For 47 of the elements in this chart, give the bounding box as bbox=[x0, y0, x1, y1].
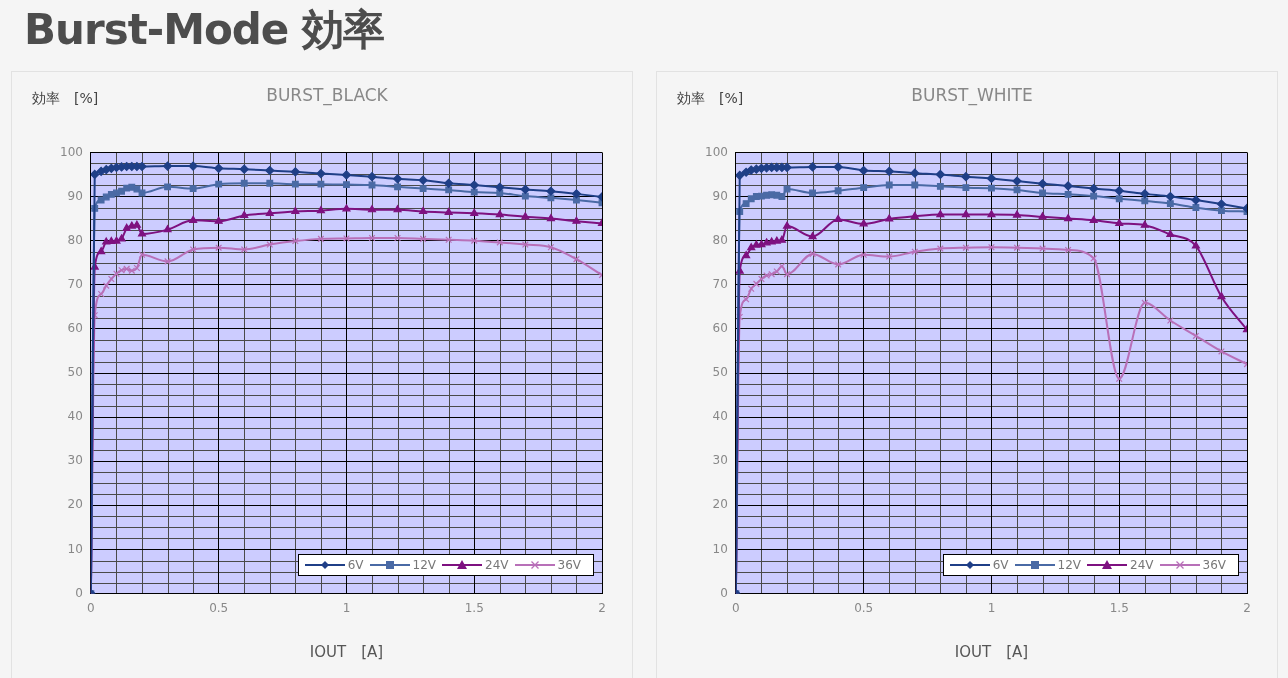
x-axis-title: IOUT [A] bbox=[954, 642, 1029, 661]
y-tick-label: 60 bbox=[712, 321, 728, 336]
legend-label: 24V bbox=[485, 557, 509, 572]
legend-label: 6V bbox=[347, 557, 364, 572]
legend-label: 36V bbox=[557, 557, 581, 572]
x-tick-label: 2 bbox=[1243, 600, 1251, 615]
y-tick-label: 50 bbox=[712, 365, 728, 380]
y-tick-label: 40 bbox=[67, 409, 83, 424]
x-tick-label: 0.5 bbox=[854, 600, 874, 615]
y-tick-label: 80 bbox=[67, 232, 83, 247]
y-tick-label: 0 bbox=[720, 585, 728, 600]
y-tick-label: 60 bbox=[67, 321, 83, 336]
y-tick-label: 20 bbox=[712, 497, 728, 512]
y-tick-label: 40 bbox=[712, 409, 728, 424]
y-tick-label: 80 bbox=[712, 232, 728, 247]
y-tick-label: 90 bbox=[67, 188, 83, 203]
text: Burst-Mode 効率 bbox=[24, 4, 384, 56]
x-tick-label: 1 bbox=[342, 600, 351, 615]
y-tick-label: 70 bbox=[712, 276, 728, 291]
y-axis-title: 効率 [%] bbox=[677, 90, 744, 108]
y-tick-label: 0 bbox=[75, 585, 83, 600]
y-tick-label: 100 bbox=[60, 144, 83, 159]
y-tick-label: 30 bbox=[712, 453, 728, 468]
x-tick-label: 2 bbox=[598, 600, 606, 615]
chart-title: BURST_BLACK bbox=[266, 84, 389, 106]
x-tick-label: 0.5 bbox=[209, 600, 229, 615]
y-tick-label: 50 bbox=[67, 365, 83, 380]
chart-title: BURST_WHITE bbox=[911, 84, 1033, 106]
y-tick-label: 30 bbox=[67, 453, 83, 468]
y-tick-label: 70 bbox=[67, 276, 83, 291]
y-tick-label: 10 bbox=[67, 541, 83, 556]
legend-label: 24V bbox=[1130, 557, 1154, 572]
legend-label: 6V bbox=[992, 557, 1009, 572]
y-tick-label: 20 bbox=[67, 497, 83, 512]
y-tick-label: 90 bbox=[712, 188, 728, 203]
legend-label: 12V bbox=[412, 557, 437, 572]
x-tick-label: 1.5 bbox=[464, 600, 484, 615]
x-tick-label: 0 bbox=[732, 600, 740, 615]
x-tick-label: 0 bbox=[87, 600, 95, 615]
x-axis-title: IOUT [A] bbox=[309, 642, 384, 661]
legend-label: 12V bbox=[1057, 557, 1082, 572]
y-tick-label: 10 bbox=[712, 541, 728, 556]
y-tick-label: 100 bbox=[705, 144, 728, 159]
legend-label: 36V bbox=[1202, 557, 1226, 572]
y-axis-title: 効率 [%] bbox=[32, 90, 99, 108]
x-tick-label: 1 bbox=[987, 600, 996, 615]
x-tick-label: 1.5 bbox=[1109, 600, 1129, 615]
